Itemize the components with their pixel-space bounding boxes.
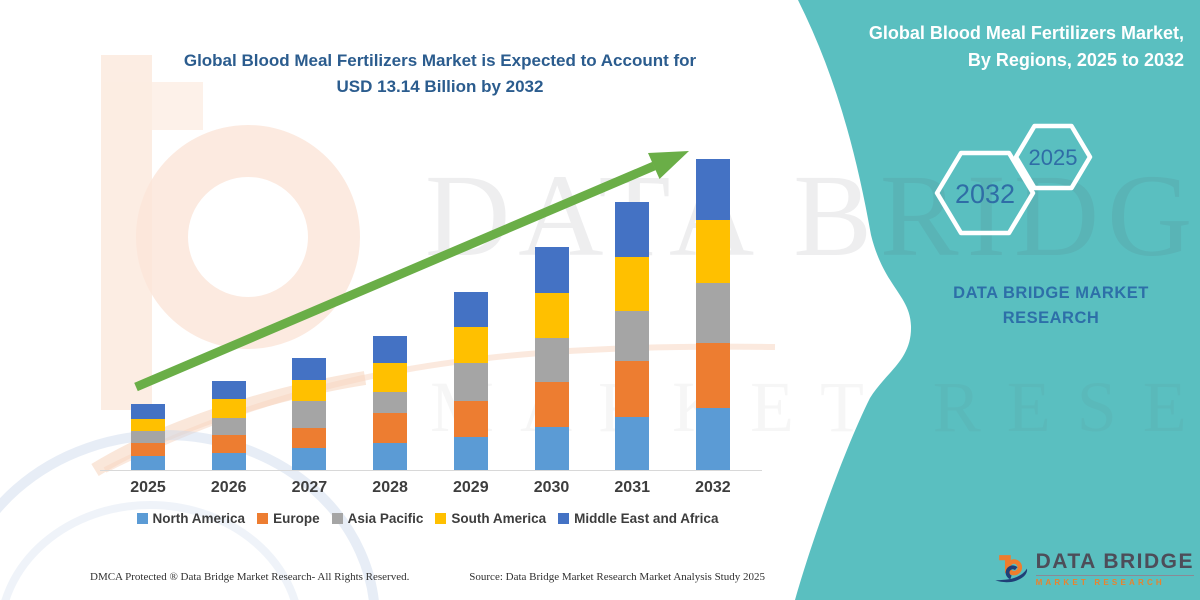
bar-segment-south-america [615, 256, 650, 311]
stacked-bar-2029 [453, 292, 488, 470]
bar-segment-north-america [453, 436, 488, 470]
x-axis-label-2025: 2025 [130, 479, 166, 496]
legend-swatch [435, 513, 447, 524]
bar-segment-middle-east-and-africa [695, 159, 730, 221]
logo-wordmark: DATA BRIDGE MARKET RESEARCH [1035, 549, 1194, 587]
bar-segment-europe [695, 343, 730, 409]
bar-segment-europe [211, 434, 246, 454]
x-axis-label-2026: 2026 [210, 479, 247, 496]
bar-segment-north-america [131, 456, 165, 470]
bar-segment-asia-pacific [534, 337, 569, 382]
panel-brand-line2: RESEARCH [1002, 309, 1100, 327]
legend-label: Middle East and Africa [574, 511, 719, 526]
stacked-bar-2032 [695, 159, 730, 470]
panel-brand-text: DATA BRIDGE MARKET RESEARCH [920, 281, 1182, 331]
legend-label: South America [451, 511, 547, 526]
legend-label: Europe [273, 511, 320, 526]
legend-item-north-america: North America [136, 511, 246, 526]
legend-swatch [558, 513, 570, 524]
bar-segment-asia-pacific [615, 310, 650, 361]
bar-segment-south-america [695, 220, 730, 284]
bar-segment-asia-pacific [292, 401, 327, 429]
logo-subtitle: MARKET RESEARCH [1035, 577, 1165, 587]
bar-segment-south-america [373, 363, 408, 392]
x-axis-line [100, 470, 762, 471]
legend-item-europe: Europe [257, 511, 320, 526]
panel-brand-line1: DATA BRIDGE MARKET [953, 284, 1149, 302]
bar-segment-europe [373, 413, 408, 443]
stacked-bar-2030 [534, 247, 569, 470]
legend-swatch [136, 513, 148, 524]
data-bridge-logo: DATA BRIDGE MARKET RESEARCH [994, 540, 1194, 596]
bar-segment-asia-pacific [695, 283, 730, 344]
hexagon-2032: 2032 [934, 150, 1036, 236]
bar-segment-middle-east-and-africa [615, 201, 650, 257]
bar-segment-middle-east-and-africa [453, 292, 488, 327]
stacked-bar-2025 [131, 403, 165, 470]
bar-segment-middle-east-and-africa [373, 336, 408, 364]
panel-title-line1: Global Blood Meal Fertilizers Market, [868, 23, 1184, 43]
legend-label: North America [152, 511, 246, 526]
bar-segment-north-america [373, 442, 408, 470]
footer: DMCA Protected ® Data Bridge Market Rese… [90, 571, 765, 583]
bar-segment-asia-pacific [373, 391, 408, 414]
bar-segment-south-america [211, 399, 246, 419]
bar-segment-middle-east-and-africa [534, 247, 569, 293]
legend-item-middle-east-and-africa: Middle East and Africa [558, 511, 718, 526]
hexagon-2025: 2025 [1013, 123, 1093, 191]
x-axis-label-2032: 2032 [695, 479, 731, 496]
stacked-bar-2027 [292, 357, 327, 470]
legend-swatch [257, 513, 269, 524]
bar-segment-south-america [534, 292, 569, 338]
hex-large-year-label: 2032 [955, 179, 1015, 209]
stacked-bar-2026 [211, 381, 246, 470]
bar-segment-north-america [211, 453, 246, 470]
bar-segment-asia-pacific [131, 430, 165, 444]
bar-segment-middle-east-and-africa [292, 357, 327, 380]
bar-segment-europe [534, 381, 569, 427]
hex-small-year-label: 2025 [1029, 145, 1078, 170]
x-axis-label-2031: 2031 [614, 479, 650, 496]
legend-item-asia-pacific: Asia Pacific [331, 511, 424, 526]
bar-segment-middle-east-and-africa [131, 403, 165, 419]
bar-segment-europe [292, 428, 327, 449]
chart-legend: North America Europe Asia Pacific South Ame… [90, 511, 765, 526]
panel-title-line2: By Regions, 2025 to 2032 [967, 50, 1184, 70]
bar-segment-europe [453, 400, 488, 437]
bar-segment-south-america [453, 326, 488, 364]
bar-segment-north-america [292, 448, 327, 470]
bar-segment-south-america [292, 379, 327, 402]
bar-segment-asia-pacific [453, 363, 488, 401]
legend-item-south-america: South America [435, 511, 546, 526]
logo-name: DATA BRIDGE [1035, 549, 1194, 573]
chart-heading-line1: Global Blood Meal Fertilizers Market is … [183, 51, 697, 70]
stacked-bar-2031 [615, 201, 650, 470]
logo-divider [1035, 574, 1194, 576]
panel-title: Global Blood Meal Fertilizers Market, By… [814, 20, 1184, 74]
legend-swatch [331, 513, 343, 524]
bar-segment-north-america [695, 408, 730, 470]
chart-heading: Global Blood Meal Fertilizers Market is … [90, 48, 790, 100]
x-axis-label-2027: 2027 [291, 479, 328, 496]
bar-segment-north-america [615, 416, 650, 470]
x-axis-label-2028: 2028 [372, 479, 408, 496]
bar-segment-europe [615, 360, 650, 417]
stacked-bar-2028 [373, 336, 408, 470]
x-axis-label-2030: 2030 [533, 479, 570, 496]
bar-segment-south-america [131, 418, 165, 431]
source-text: Source: Data Bridge Market Research Mark… [469, 571, 765, 583]
swoosh-circles-watermark [0, 430, 379, 600]
year-hexagons: 2025 2032 [934, 123, 1093, 236]
bar-segment-asia-pacific [211, 418, 246, 435]
bar-segment-europe [131, 443, 165, 457]
x-axis-label-2029: 2029 [453, 479, 489, 496]
bar-segment-north-america [534, 426, 569, 470]
teal-side-panel [795, 0, 1200, 600]
chart-heading-line2: USD 13.14 Billion by 2032 [336, 77, 544, 96]
data-bridge-logo-icon [995, 555, 1028, 583]
legend-label: Asia Pacific [347, 511, 424, 526]
bar-segment-middle-east-and-africa [211, 381, 246, 400]
dmca-text: DMCA Protected ® Data Bridge Market Rese… [90, 571, 410, 583]
